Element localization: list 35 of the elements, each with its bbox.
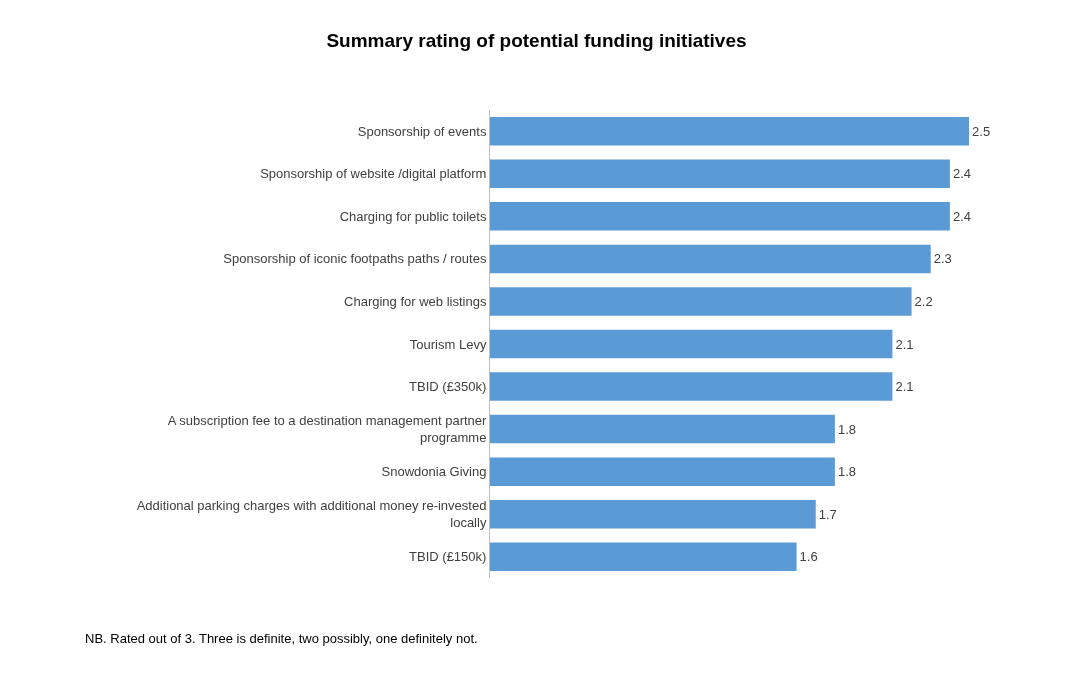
y-tick-label: Charging for public toilets xyxy=(339,208,487,224)
y-tick-label: Snowdonia Giving xyxy=(381,464,487,480)
data-label: 2.2 xyxy=(914,293,933,309)
data-label: 1.8 xyxy=(837,421,856,437)
y-tick-label: TBID (£150k) xyxy=(409,549,487,565)
y-tick-label: Charging for web listings xyxy=(344,294,487,309)
chart-title: Summary rating of potential funding initiatives xyxy=(326,30,747,51)
bar xyxy=(490,202,950,231)
bar xyxy=(490,372,893,401)
y-tick-label: Additional parking charges with additional money re-invested locally xyxy=(136,498,487,531)
bar xyxy=(490,159,950,189)
bar xyxy=(490,457,835,486)
data-label: 1.8 xyxy=(837,464,856,480)
data-label: 2.5 xyxy=(972,123,991,139)
text: NB. Rated out of 3. Three is definite, two possibly, one definitely not. xyxy=(85,631,478,646)
bar xyxy=(490,287,912,316)
y-tick-label: A subscription fee to a destination management partner programme xyxy=(167,413,488,446)
y-tick-label: Tourism Levy xyxy=(409,336,487,352)
y-tick-label: TBID (£350k) xyxy=(409,379,487,395)
bar xyxy=(490,542,797,571)
data-label: 2.1 xyxy=(895,336,914,352)
data-label: 2.3 xyxy=(933,251,952,267)
data-label: 1.6 xyxy=(799,549,818,565)
y-tick-label: Sponsorship of events xyxy=(357,123,487,139)
data-label: 2.4 xyxy=(952,166,971,182)
data-label: 2.1 xyxy=(895,379,914,395)
data-label: 1.7 xyxy=(818,506,837,522)
bar xyxy=(490,117,970,146)
bar xyxy=(490,329,893,359)
y-tick-label: Sponsorship of website /digital platform xyxy=(260,166,487,182)
data-label: 2.4 xyxy=(952,208,971,224)
bar xyxy=(490,414,835,444)
bar xyxy=(490,244,931,274)
y-tick-label: Sponsorship of iconic footpaths paths / routes xyxy=(223,251,487,267)
bar xyxy=(490,499,816,529)
